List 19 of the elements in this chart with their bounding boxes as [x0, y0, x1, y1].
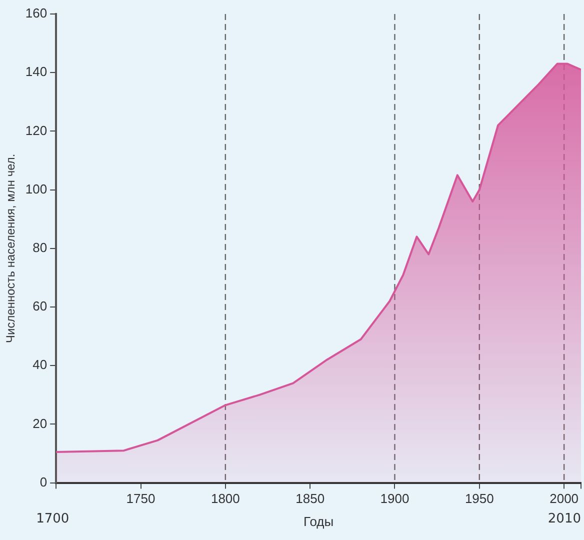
y-tick-label: 40: [32, 357, 48, 372]
y-tick-label: 60: [32, 298, 48, 314]
y-tick-label: 80: [32, 240, 48, 255]
y-tick-label: 160: [25, 6, 48, 21]
y-tick-label: 100: [25, 181, 48, 196]
x-tick-label: 1800: [210, 491, 240, 506]
x-tick-label: 1750: [126, 491, 156, 506]
text: 2010: [548, 512, 581, 527]
y-tick-label: 120: [25, 122, 48, 138]
y-tick-label: 140: [25, 64, 48, 80]
y-tick-label: 20: [32, 416, 48, 431]
y-axis-title: Численность населения, млн чел.: [4, 154, 18, 344]
x-tick-label: 1950: [464, 491, 494, 506]
text: 1700: [36, 512, 70, 527]
x-tick-label: 1850: [296, 491, 325, 506]
y-tick-label: 0: [40, 474, 48, 490]
x-tick-label: 1900: [380, 491, 410, 506]
x-tick-label: 2000: [550, 491, 579, 506]
x-axis-title: Годы: [304, 514, 334, 529]
